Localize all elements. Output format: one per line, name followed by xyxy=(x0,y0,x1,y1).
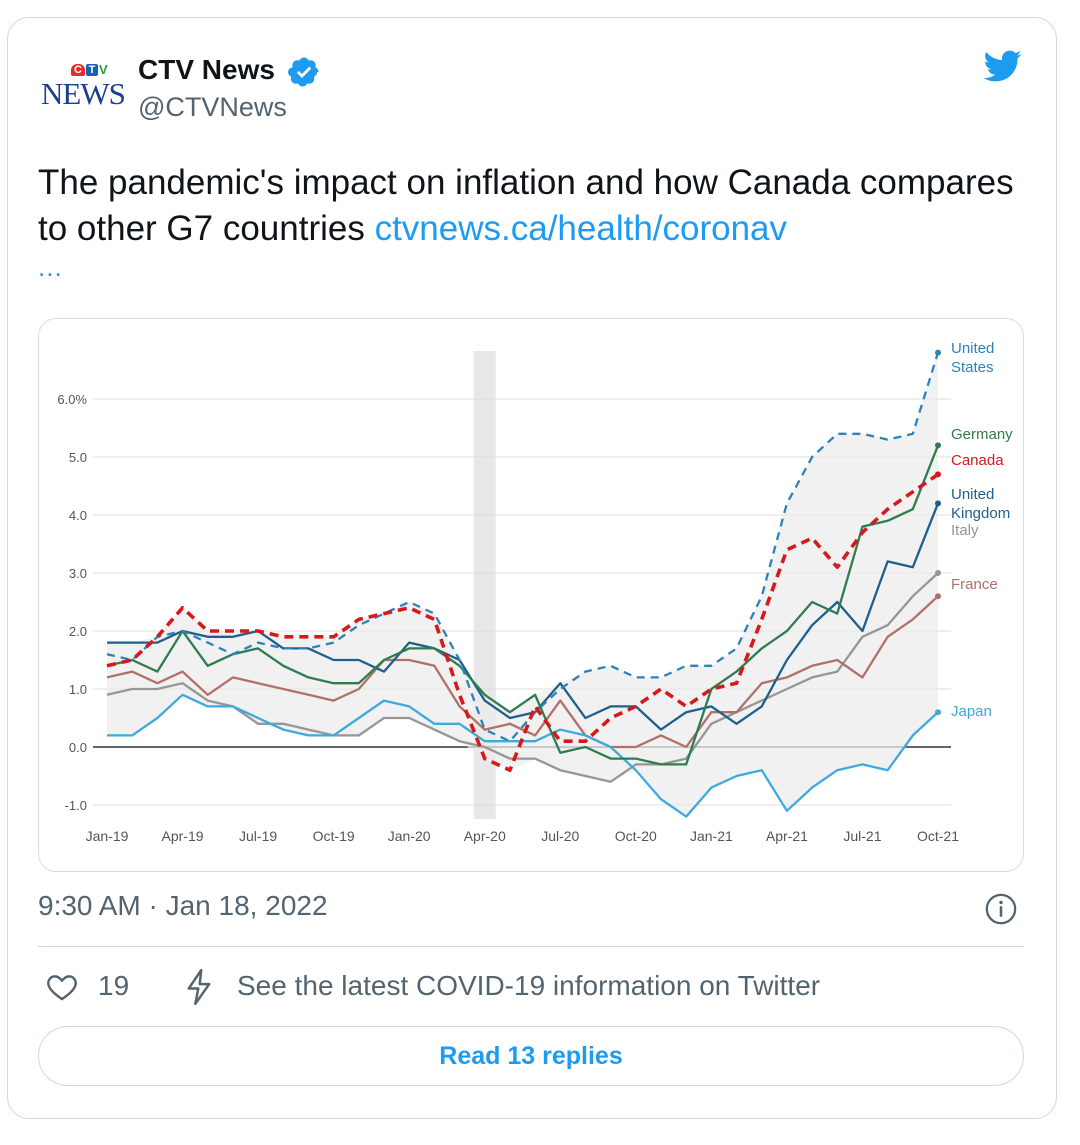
series-line-united-kingdom xyxy=(107,502,940,731)
tweet-link[interactable]: ctvnews.ca/health/coronav xyxy=(374,209,788,248)
info-icon[interactable] xyxy=(984,892,1018,926)
logo-letter-t: T xyxy=(86,64,98,76)
read-replies-button[interactable]: Read 13 replies xyxy=(38,1026,1024,1086)
show-more-ellipsis[interactable]: ... xyxy=(38,252,63,282)
series-line-france xyxy=(106,595,939,749)
series-endpoint xyxy=(935,593,941,600)
series-endpoint xyxy=(935,570,941,576)
series-label: Germany xyxy=(951,426,1013,443)
x-tick-label: Apr-21 xyxy=(766,828,808,844)
x-tick-label: Apr-20 xyxy=(464,828,506,844)
y-tick-label: 1.0 xyxy=(69,682,87,697)
range-envelope xyxy=(107,352,938,817)
series-label: Italy xyxy=(951,522,979,539)
series-label: United xyxy=(951,340,994,357)
series-label: United xyxy=(951,486,994,503)
series-line-italy xyxy=(106,572,939,783)
y-tick-label: 0.0 xyxy=(69,740,87,755)
series-label: France xyxy=(951,576,998,593)
y-tick-label: 3.0 xyxy=(69,566,87,581)
series-label: Japan xyxy=(951,703,992,720)
twitter-bird-icon[interactable] xyxy=(978,46,1026,86)
author-name[interactable]: CTV News xyxy=(138,54,275,85)
x-tick-label: Jul-20 xyxy=(541,828,579,844)
series-endpoint xyxy=(935,709,941,716)
series-line-united-states xyxy=(106,352,940,743)
series-label: Canada xyxy=(951,452,1004,469)
y-tick-label: 6.0% xyxy=(57,392,87,407)
like-count[interactable]: 19 xyxy=(98,970,130,1001)
y-tick-label: 2.0 xyxy=(69,624,87,639)
series-endpoint xyxy=(935,442,941,449)
lightning-bolt-icon xyxy=(187,968,211,1006)
x-tick-label: Jan-19 xyxy=(86,828,129,844)
series-line-canada xyxy=(106,472,940,773)
x-tick-label: Jul-21 xyxy=(843,828,881,844)
ctv-logo-bug: C T V xyxy=(71,62,108,77)
series-endpoint xyxy=(935,500,941,507)
series-endpoint xyxy=(935,349,941,356)
chart-image[interactable]: -1.0 0.0 1.0 2.0 3.0 4.0 5.0 6.0% Jan-19 Apr-19 Ju… xyxy=(38,318,1024,872)
series-line-germany xyxy=(106,444,940,766)
logo-letter-v: V xyxy=(99,62,108,77)
covid-info-link[interactable]: See the latest COVID-19 information on T… xyxy=(237,970,821,1001)
series-endpoint xyxy=(935,471,941,478)
logo-letter-c: C xyxy=(71,64,85,76)
series-label: Kingdom xyxy=(951,505,1010,522)
x-tick-label: Apr-19 xyxy=(162,828,204,844)
divider xyxy=(38,946,1024,947)
tweet-text: The pandemic's impact on inflation and h… xyxy=(38,160,1028,252)
series-label: States xyxy=(951,359,994,376)
x-tick-label: Oct-20 xyxy=(615,828,657,844)
verified-badge-icon xyxy=(288,57,319,87)
heart-icon[interactable] xyxy=(44,970,80,1004)
x-tick-label: Jan-21 xyxy=(690,828,733,844)
tweet-body: The pandemic's impact on inflation and h… xyxy=(38,163,1014,248)
x-tick-label: Jul-19 xyxy=(239,828,277,844)
x-tick-label: Oct-21 xyxy=(917,828,959,844)
x-tick-label: Oct-19 xyxy=(313,828,355,844)
x-tick-label: Jan-20 xyxy=(388,828,431,844)
author-handle[interactable]: @CTVNews xyxy=(138,92,287,122)
inflation-chart: -1.0 0.0 1.0 2.0 3.0 4.0 5.0 6.0% Jan-19 Apr-19 Ju… xyxy=(57,340,1013,844)
tweet-timestamp[interactable]: 9:30 AM · Jan 18, 2022 xyxy=(38,890,328,921)
ctv-news-logo[interactable]: C T V NEWS xyxy=(37,60,129,112)
y-tick-label: 5.0 xyxy=(69,450,87,465)
y-tick-label: 4.0 xyxy=(69,508,87,523)
logo-word: NEWS xyxy=(41,76,126,111)
y-tick-label: -1.0 xyxy=(65,798,87,813)
